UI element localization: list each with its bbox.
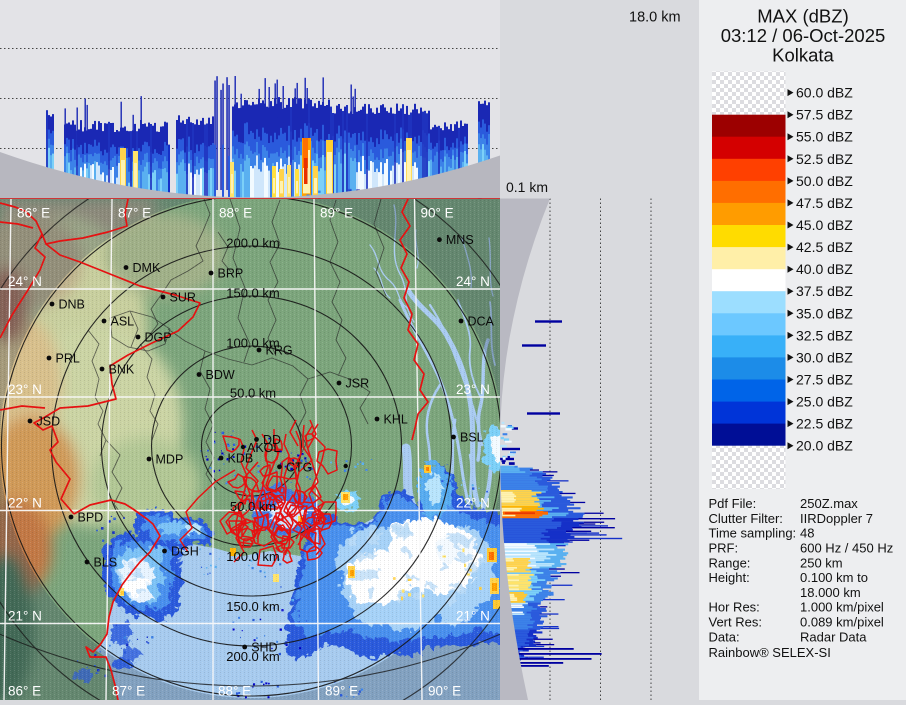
svg-text:0.089 km/pixel: 0.089 km/pixel [800,615,884,630]
svg-text:21° N: 21° N [456,609,490,624]
svg-text:Kolkata: Kolkata [772,45,834,66]
svg-text:87° E: 87° E [112,684,145,699]
svg-text:24° N: 24° N [456,274,490,289]
svg-text:DCA: DCA [468,315,495,329]
svg-text:150.0 km: 150.0 km [226,599,279,614]
svg-text:52.5 dBZ: 52.5 dBZ [796,151,853,167]
svg-text:90° E: 90° E [421,206,454,221]
svg-text:DNB: DNB [59,298,85,312]
svg-text:JSD: JSD [37,415,61,429]
svg-text:DMK: DMK [133,261,161,275]
svg-text:200.0 km: 200.0 km [226,236,279,251]
svg-text:50.0 dBZ: 50.0 dBZ [796,173,853,189]
svg-text:Data:: Data: [709,629,740,644]
svg-text:48: 48 [800,526,814,541]
svg-text:DGP: DGP [145,331,172,345]
svg-text:MAX (dBZ): MAX (dBZ) [757,6,848,27]
svg-text:37.5 dBZ: 37.5 dBZ [796,283,853,299]
svg-text:21° N: 21° N [8,609,42,624]
svg-text:90° E: 90° E [428,684,461,699]
svg-text:03:12 / 06-Oct-2025: 03:12 / 06-Oct-2025 [721,25,886,46]
svg-text:50.0 km: 50.0 km [230,499,276,514]
svg-text:250 km: 250 km [800,555,843,570]
svg-text:MDP: MDP [156,453,184,467]
svg-text:32.5 dBZ: 32.5 dBZ [796,327,853,343]
svg-text:89° E: 89° E [325,684,358,699]
svg-text:23° N: 23° N [456,382,490,397]
svg-text:18.000 km: 18.000 km [800,585,861,600]
svg-text:600 Hz / 450 Hz: 600 Hz / 450 Hz [800,541,893,556]
svg-text:47.5 dBZ: 47.5 dBZ [796,195,853,211]
svg-text:JSR: JSR [346,377,370,391]
svg-text:57.5 dBZ: 57.5 dBZ [796,107,853,123]
svg-text:150.0 km: 150.0 km [226,286,279,301]
svg-text:IIRDoppler 7: IIRDoppler 7 [800,511,873,526]
svg-text:60.0 dBZ: 60.0 dBZ [796,85,853,101]
svg-text:87° E: 87° E [118,206,151,221]
svg-text:0.100 km to: 0.100 km to [800,570,868,585]
svg-text:Height:: Height: [709,570,750,585]
svg-text:Vert Res:: Vert Res: [709,615,762,630]
svg-text:23° N: 23° N [8,382,42,397]
svg-text:45.0 dBZ: 45.0 dBZ [796,217,853,233]
svg-text:Range:: Range: [709,555,751,570]
svg-text:Pdf File:: Pdf File: [709,496,757,511]
svg-text:86° E: 86° E [8,684,41,699]
svg-text:250Z.max: 250Z.max [800,496,858,511]
svg-text:AKOL: AKOL [247,441,280,455]
svg-text:35.0 dBZ: 35.0 dBZ [796,305,853,321]
svg-text:BLS: BLS [94,556,118,570]
svg-text:27.5 dBZ: 27.5 dBZ [796,372,853,388]
svg-text:Hor Res:: Hor Res: [709,600,760,615]
svg-text:KHL: KHL [384,413,408,427]
svg-text:BRP: BRP [218,267,244,281]
svg-text:25.0 dBZ: 25.0 dBZ [796,394,853,410]
svg-text:89° E: 89° E [320,206,353,221]
svg-text:50.0 km: 50.0 km [230,386,276,401]
svg-text:DGH: DGH [171,545,199,559]
svg-text:100.0 km: 100.0 km [226,336,279,351]
svg-text:42.5 dBZ: 42.5 dBZ [796,239,853,255]
svg-text:86° E: 86° E [17,206,50,221]
svg-text:22.5 dBZ: 22.5 dBZ [796,416,853,432]
svg-text:22° N: 22° N [456,496,490,511]
svg-text:Time sampling:: Time sampling: [709,526,797,541]
svg-text:BSL: BSL [460,431,484,445]
svg-text:PRL: PRL [56,352,80,366]
svg-text:PRF:: PRF: [709,541,739,556]
svg-text:BDW: BDW [206,368,235,382]
svg-text:BNK: BNK [109,363,135,377]
svg-text:ASL: ASL [111,315,135,329]
svg-text:88° E: 88° E [219,206,252,221]
svg-text:Clutter Filter:: Clutter Filter: [709,511,783,526]
svg-text:SUR: SUR [170,291,196,305]
svg-text:30.0 dBZ: 30.0 dBZ [796,349,853,365]
svg-text:55.0 dBZ: 55.0 dBZ [796,129,853,145]
svg-text:BPD: BPD [78,511,104,525]
svg-text:40.0 dBZ: 40.0 dBZ [796,261,853,277]
svg-text:24° N: 24° N [8,274,42,289]
svg-text:Radar Data: Radar Data [800,629,867,644]
svg-text:88° E: 88° E [218,684,251,699]
svg-text:0.1 km: 0.1 km [506,179,548,195]
svg-text:100.0 km: 100.0 km [226,549,279,564]
svg-text:200.0 km: 200.0 km [226,649,279,664]
svg-text:22° N: 22° N [8,496,42,511]
svg-text:MNS: MNS [446,233,474,247]
svg-text:20.0 dBZ: 20.0 dBZ [796,438,853,454]
svg-text:Rainbow® SELEX-SI: Rainbow® SELEX-SI [709,645,831,660]
svg-text:CTG: CTG [286,460,312,474]
svg-text:18.0 km: 18.0 km [629,10,681,26]
svg-text:1.000 km/pixel: 1.000 km/pixel [800,600,884,615]
